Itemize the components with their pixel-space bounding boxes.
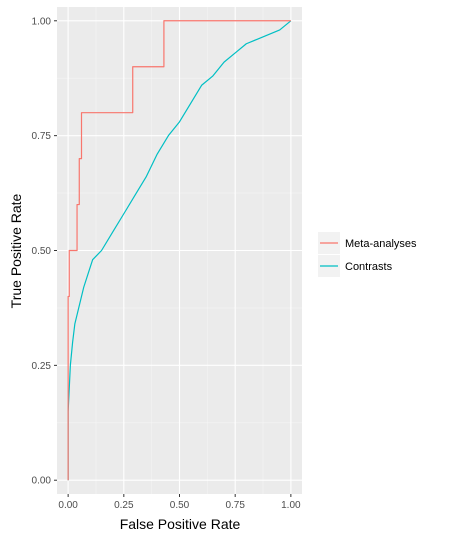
series-layer (67, 20, 292, 481)
series-line-contrasts (67, 20, 292, 481)
x-tick-label: 0.75 (225, 500, 245, 511)
tick-labels: 0.00 0.25 0.50 0.75 1.00 0.00 0.25 0.50 0.75 1.00 (32, 16, 301, 511)
y-tick-label: 0.50 (32, 246, 52, 257)
axis-ticks (54, 20, 292, 497)
x-tick-label: 1.00 (281, 500, 301, 511)
major-gridlines (57, 7, 302, 494)
series-line-meta-analyses (67, 20, 291, 481)
legend-label-contrasts: Contrasts (345, 261, 393, 273)
y-tick-label: 0.75 (32, 131, 52, 142)
x-tick-label: 0.25 (114, 500, 134, 511)
legend: Meta-analyses Contrasts (318, 232, 417, 277)
y-tick-label: 0.00 (32, 476, 52, 487)
x-tick-label: 0.00 (58, 500, 78, 511)
legend-label-meta-analyses: Meta-analyses (345, 238, 417, 250)
y-tick-label: 0.25 (32, 361, 52, 372)
x-tick-label: 0.50 (170, 500, 190, 511)
x-axis-title: False Positive Rate (120, 516, 241, 532)
y-axis-title: True Positive Rate (8, 193, 24, 308)
y-tick-label: 1.00 (32, 16, 52, 27)
